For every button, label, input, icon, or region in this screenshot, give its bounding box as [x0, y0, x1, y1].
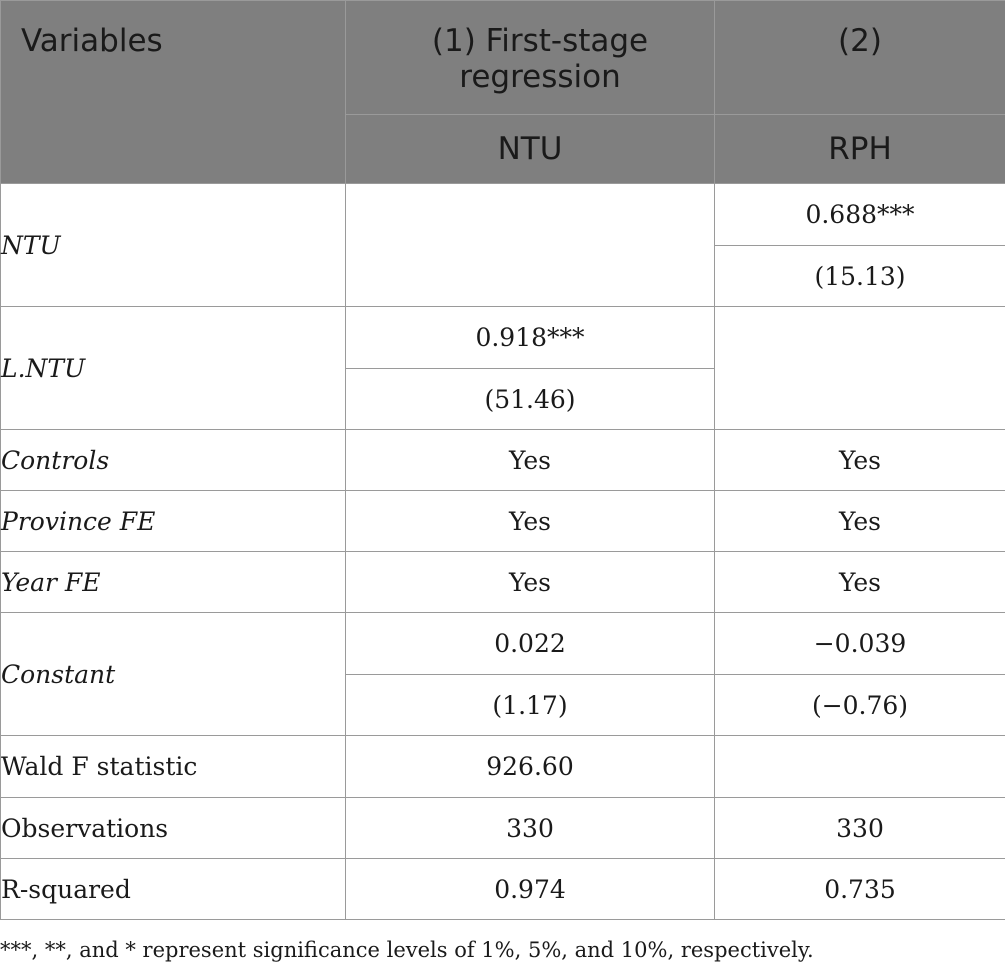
column-2-title: (2)	[714, 0, 1005, 115]
row-label-lntu: L.NTU	[0, 306, 346, 430]
table-row-year-fe: Year FE Yes Yes	[0, 551, 1005, 613]
regression-table: Variables (1) First-stage regression (2)…	[0, 0, 1005, 920]
column-1-title: (1) First-stage regression	[345, 0, 715, 115]
rsquared-col1: 0.974	[345, 858, 715, 920]
table-row-constant-t: (1.17) (−0.76)	[1, 674, 1005, 736]
table-row-rsquared: R-squared 0.974 0.735	[0, 858, 1005, 920]
table-footnote: ***, **, and * represent significance le…	[0, 938, 814, 962]
lntu-col2-empty	[714, 306, 1005, 430]
table-row-province-fe: Province FE Yes Yes	[0, 490, 1005, 552]
column-2-dependent: RPH	[714, 114, 1005, 184]
observations-col1: 330	[345, 797, 715, 859]
constant-col2-coef: −0.039	[714, 612, 1005, 675]
row-label-observations: Observations	[0, 797, 346, 859]
table-row-controls: Controls Yes Yes	[0, 429, 1005, 491]
row-label-province-fe: Province FE	[0, 490, 346, 552]
lntu-col1-tstat: (51.46)	[345, 368, 715, 430]
table-row-observations: Observations 330 330	[0, 797, 1005, 859]
year-fe-col2: Yes	[714, 551, 1005, 613]
table-row-constant: Constant 0.022 −0.039	[0, 612, 1005, 736]
table-row-lntu: L.NTU 0.918***	[0, 306, 1005, 430]
controls-col2: Yes	[714, 429, 1005, 491]
row-label-constant: Constant	[0, 612, 346, 736]
row-label-controls: Controls	[0, 429, 346, 491]
wald-col1: 926.60	[345, 735, 715, 798]
variables-header: Variables	[0, 0, 346, 184]
constant-col1-tstat: (1.17)	[345, 674, 715, 736]
row-label-year-fe: Year FE	[0, 551, 346, 613]
column-1-dependent: NTU	[345, 114, 715, 184]
province-fe-col2: Yes	[714, 490, 1005, 552]
table-row-wald: Wald F statistic 926.60	[0, 735, 1005, 798]
controls-col1: Yes	[345, 429, 715, 491]
constant-col1-coef: 0.022	[345, 612, 715, 675]
ntu-col2-coef: 0.688***	[714, 183, 1005, 246]
observations-col2: 330	[714, 797, 1005, 859]
table-row-ntu: NTU 0.688***	[0, 183, 1005, 307]
row-label-wald: Wald F statistic	[0, 735, 346, 798]
wald-col2	[714, 735, 1005, 798]
province-fe-col1: Yes	[345, 490, 715, 552]
rsquared-col2: 0.735	[714, 858, 1005, 920]
header-row-titles: Variables (1) First-stage regression (2)	[0, 0, 1005, 184]
row-label-rsquared: R-squared	[0, 858, 346, 920]
header-row-dependent: NTU RPH	[1, 114, 1005, 184]
year-fe-col1: Yes	[345, 551, 715, 613]
constant-col2-tstat: (−0.76)	[714, 674, 1005, 736]
row-label-ntu: NTU	[0, 183, 346, 307]
lntu-col1-coef: 0.918***	[345, 306, 715, 369]
ntu-col1-empty	[345, 183, 715, 307]
ntu-col2-tstat: (15.13)	[714, 245, 1005, 307]
